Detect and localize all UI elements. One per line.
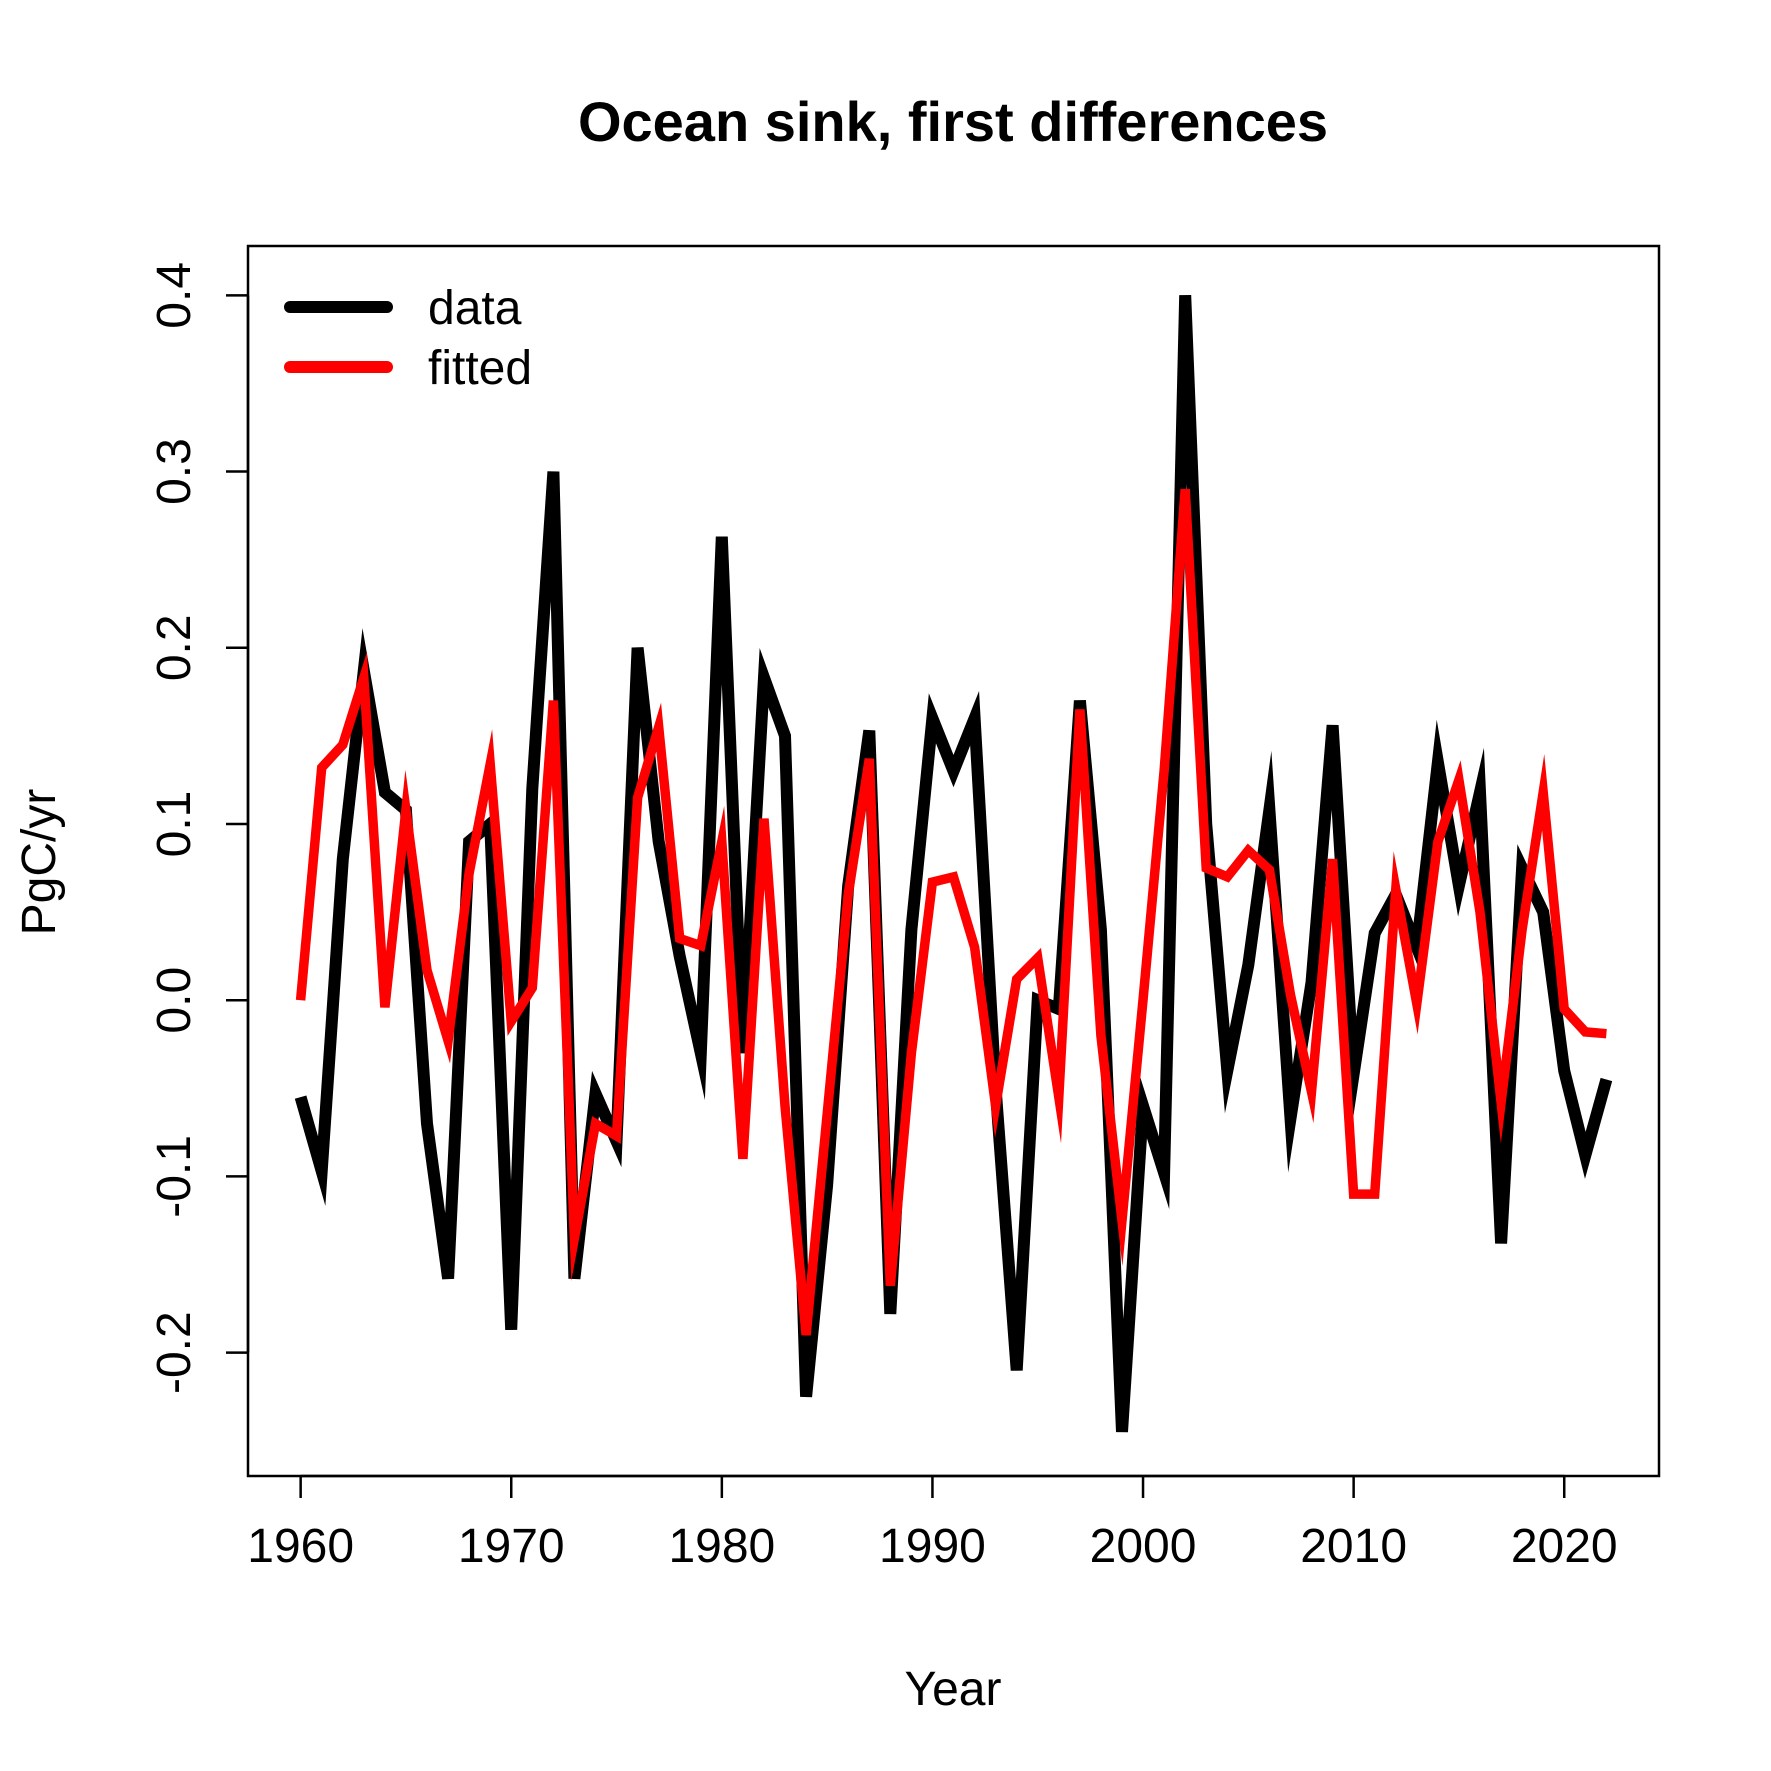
x-tick-label: 2020	[1511, 1520, 1618, 1573]
series-layer	[294, 295, 1613, 1433]
y-tick-label: 0.0	[148, 967, 201, 1034]
x-tick-label: 2010	[1300, 1520, 1407, 1573]
y-axis: -0.2 -0.1 0.0 0.1 0.2 0.3 0.4	[148, 262, 250, 1394]
series-points-fitted	[300, 489, 1607, 1336]
y-tick-label: -0.2	[148, 1311, 201, 1394]
legend-label-fitted: fitted	[428, 342, 532, 395]
y-axis-label: PgC/yr	[13, 789, 66, 936]
x-axis-label: Year	[905, 1663, 1002, 1716]
y-tick-label: 0.4	[148, 262, 201, 329]
y-tick-label: 0.3	[148, 438, 201, 505]
x-axis: 1960 1970 1980 1990 2000 2010 2020	[247, 1474, 1618, 1573]
chart-title: Ocean sink, first differences	[578, 90, 1328, 153]
y-tick-label: -0.1	[148, 1135, 201, 1218]
x-tick-label: 2000	[1090, 1520, 1197, 1573]
x-tick-label: 1980	[668, 1520, 775, 1573]
y-tick-label: 0.2	[148, 614, 201, 681]
x-tick-label: 1960	[247, 1520, 354, 1573]
x-tick-label: 1970	[458, 1520, 565, 1573]
x-tick-label: 1990	[879, 1520, 986, 1573]
legend-label-data: data	[428, 282, 522, 335]
y-tick-label: 0.1	[148, 791, 201, 858]
plot-frame	[246, 244, 1661, 1478]
legend: data fitted	[284, 282, 532, 395]
